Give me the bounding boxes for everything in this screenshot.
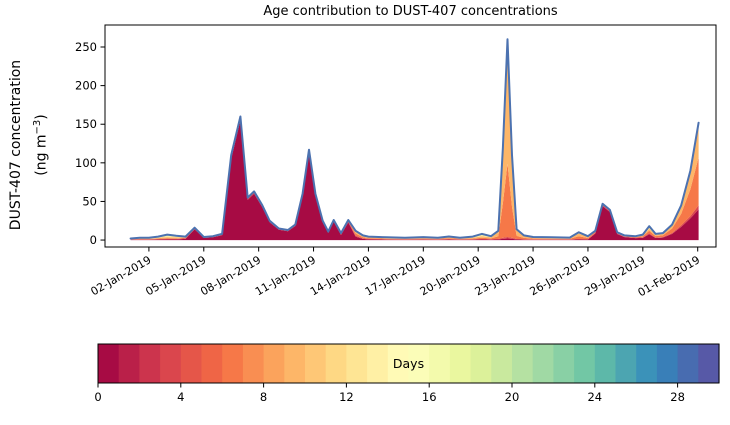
colorbar-segment: [574, 344, 596, 383]
colorbar-tick-label: 8: [260, 390, 267, 404]
colorbar-tick-label: 4: [177, 390, 184, 404]
colorbar-label: Days: [392, 356, 425, 371]
colorbar-segment: [180, 344, 203, 383]
colorbar-segment: [118, 344, 140, 383]
colorbar-segment: [367, 344, 389, 383]
x-tick-label: 02-Jan-2019: [88, 253, 153, 298]
colorbar-segment: [408, 344, 430, 383]
area-layer-8: [130, 39, 699, 239]
colorbar-frame: [97, 343, 720, 384]
x-tick-label: 14-Jan-2019: [308, 253, 373, 298]
colorbar-segment: [429, 344, 451, 383]
colorbar-segment: [698, 344, 720, 383]
area-layer-4: [130, 42, 699, 240]
colorbar-segment: [636, 344, 658, 383]
colorbar-segment: [139, 344, 161, 383]
plot-frame: [104, 24, 717, 248]
colorbar-segment: [387, 344, 410, 383]
colorbar-segment: [512, 344, 534, 383]
colorbar-segment: [305, 344, 327, 383]
colorbar-segment: [346, 344, 368, 383]
colorbar-tick-label: 0: [94, 390, 101, 404]
area-layer-1: [130, 120, 699, 241]
x-tick-label: 17-Jan-2019: [363, 253, 428, 298]
colorbar-tick-label: 28: [670, 390, 685, 404]
y-tick-label: 250: [75, 40, 97, 54]
colorbar-tick-label: 20: [505, 390, 520, 404]
colorbar-segment: [284, 344, 306, 383]
colorbar-segment: [553, 344, 575, 383]
x-tick-label: 11-Jan-2019: [253, 253, 318, 298]
colorbar-segment: [677, 344, 699, 383]
x-tick-label: 26-Jan-2019: [527, 253, 592, 298]
y-tick-label: 50: [82, 194, 97, 208]
chart-title: Age contribution to DUST-407 concentrati…: [263, 4, 558, 19]
x-tick-label: 05-Jan-2019: [143, 253, 208, 298]
x-tick-label: 23-Jan-2019: [473, 253, 538, 298]
area-layer-5: [130, 40, 699, 239]
area-layer-7: [130, 39, 699, 239]
total-concentration-line: [129, 38, 700, 240]
colorbar-segment: [449, 344, 472, 383]
colorbar-tick-label: 24: [587, 390, 602, 404]
colorbar-segment: [222, 344, 244, 383]
colorbar-segment: [201, 344, 223, 383]
colorbar-segment: [491, 344, 513, 383]
y-tick-label: 200: [75, 79, 97, 93]
colorbar-segment: [615, 344, 637, 383]
colorbar-tick-label: 16: [422, 390, 437, 404]
colorbar-segment: [532, 344, 554, 383]
colorbar-segment: [98, 344, 120, 383]
y-tick-label: 150: [75, 117, 97, 131]
colorbar-segment: [160, 344, 182, 383]
colorbar-segment: [594, 344, 617, 383]
colorbar-tick-label: 12: [339, 390, 354, 404]
x-tick-label: 20-Jan-2019: [418, 253, 483, 298]
colorbar-segment: [263, 344, 285, 383]
y-tick-label: 0: [90, 233, 97, 247]
y-tick-label: 100: [75, 156, 97, 170]
area-layer-6: [130, 39, 699, 239]
x-tick-label: 01-Feb-2019: [636, 253, 703, 299]
colorbar-segment: [325, 344, 347, 383]
colorbar-segment: [656, 344, 679, 383]
x-tick-label: 08-Jan-2019: [198, 253, 263, 298]
colorbar-segment: [242, 344, 265, 383]
colorbar-segment: [470, 344, 492, 383]
